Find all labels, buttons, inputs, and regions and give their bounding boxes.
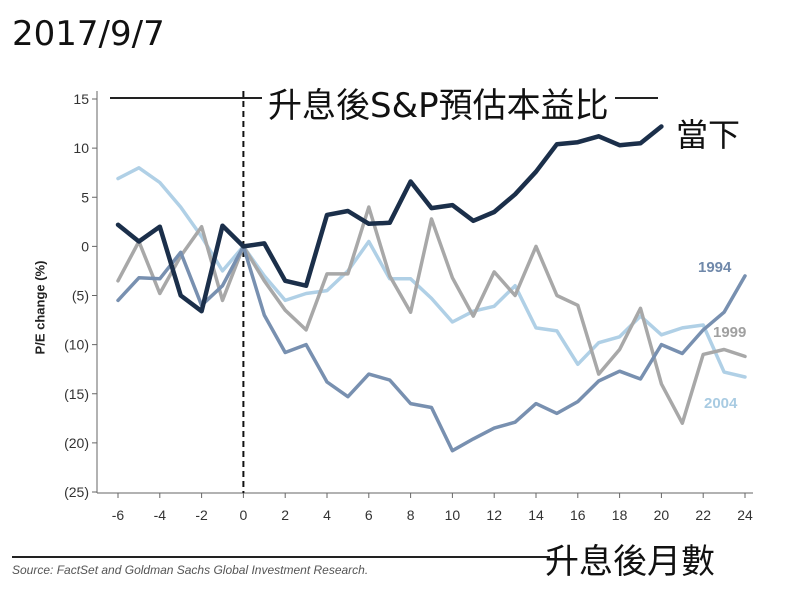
x-tick-label: 10 [445,507,461,523]
x-axis-label-zh: 升息後月數 [545,542,715,582]
x-tick-label: 6 [365,507,373,523]
y-tick-label: (25) [64,484,89,500]
y-tick-label: 5 [81,189,89,205]
y-tick-label: (15) [64,386,89,402]
x-tick-label: -4 [154,507,167,523]
y-tick-label: 15 [73,91,89,107]
x-tick-label: 14 [528,507,544,523]
x-tick-label: 8 [407,507,415,523]
date-stamp: 2017/9/7 [12,14,165,54]
series-line-1999 [116,205,747,425]
x-label-rule [12,556,550,558]
x-tick-label: 2 [281,507,289,523]
x-tick-label: 24 [737,507,753,523]
source-note: Source: FactSet and Goldman Sachs Global… [12,563,369,577]
series-line-current [115,124,664,314]
series-label-current: 當下 [676,116,740,154]
y-tick-label: 0 [81,238,89,254]
x-tick-label: 0 [240,507,248,523]
x-tick-label: 4 [323,507,331,523]
y-axis-label: P/E change (%) [32,260,48,355]
x-tick-label: 12 [486,507,502,523]
y-tick-label: (20) [64,435,89,451]
series-line-1994 [116,244,747,453]
x-tick-label: 22 [695,507,711,523]
series-label-1999: 1999 [713,324,746,341]
series-label-1994: 1994 [698,259,732,276]
x-tick-label: -6 [112,507,125,523]
x-tick-label: -2 [195,507,208,523]
y-tick-label: (5) [72,288,89,304]
y-tick-label: 10 [73,140,89,156]
x-tick-label: 18 [612,507,628,523]
series-label-2004: 2004 [704,395,738,412]
chart-title: 升息後S&P預估本益比 [262,78,615,127]
series-line-2004 [116,166,747,379]
y-tick-label: (10) [64,337,89,353]
x-tick-label: 16 [570,507,586,523]
x-tick-label: 20 [654,507,670,523]
